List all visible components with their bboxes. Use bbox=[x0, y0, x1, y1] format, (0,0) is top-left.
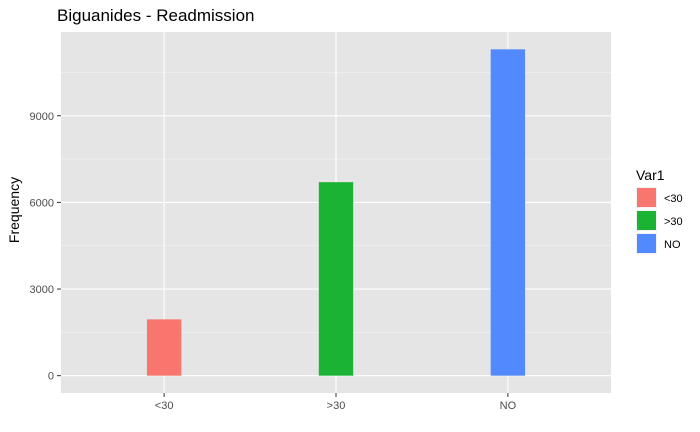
legend: Var1 <30 >30 NO bbox=[636, 167, 683, 254]
legend-swatch->30 bbox=[637, 211, 656, 230]
legend-swatch-NO bbox=[637, 234, 656, 253]
legend-label: >30 bbox=[664, 216, 683, 228]
x-tick-label: <30 bbox=[155, 400, 174, 412]
y-tick-label: 9000 bbox=[30, 111, 54, 123]
legend-title: Var1 bbox=[636, 167, 665, 183]
x-tick-label: >30 bbox=[327, 400, 346, 412]
y-axis: 0 3000 6000 9000 bbox=[30, 111, 61, 383]
y-tick-label: 6000 bbox=[30, 197, 54, 209]
x-tick-label: NO bbox=[500, 400, 517, 412]
legend-label: NO bbox=[664, 239, 681, 251]
bars bbox=[146, 49, 526, 376]
y-tick-label: 0 bbox=[48, 371, 54, 383]
bar-NO bbox=[490, 49, 526, 376]
legend-swatch-<30 bbox=[637, 188, 656, 207]
x-axis: <30 >30 NO bbox=[155, 393, 517, 412]
legend-label: <30 bbox=[664, 193, 683, 205]
bar->30 bbox=[318, 182, 354, 376]
y-tick-label: 3000 bbox=[30, 284, 54, 296]
bar-<30 bbox=[146, 319, 182, 376]
y-axis-title: Frequency bbox=[6, 177, 22, 243]
chart-title: Biguanides - Readmission bbox=[57, 6, 255, 25]
